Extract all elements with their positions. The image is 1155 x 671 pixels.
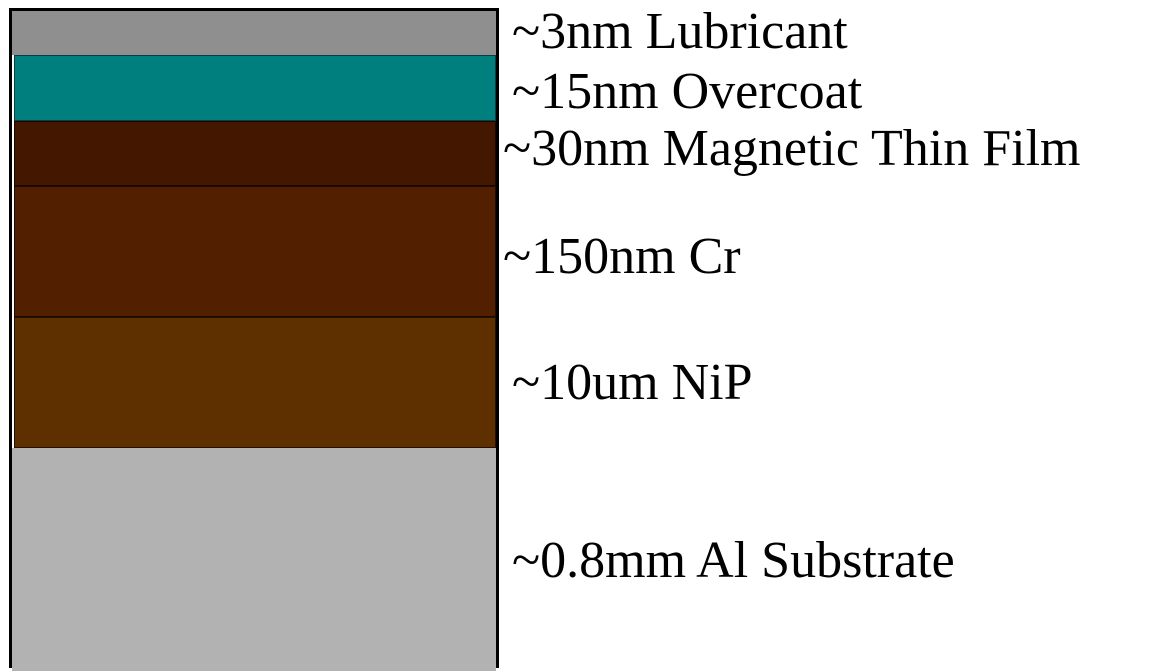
overcoat-label: ~15nm Overcoat: [512, 63, 863, 120]
lubricant-layer: [12, 11, 496, 55]
layer-stack: [9, 8, 499, 671]
magnetic-thin-film-layer: [14, 121, 496, 186]
nip-label: ~10um NiP: [512, 354, 753, 411]
al-substrate-label: ~0.8mm Al Substrate: [512, 532, 955, 589]
nip-layer: [14, 317, 496, 448]
cr-label: ~150nm Cr: [503, 228, 741, 285]
al-substrate-layer: [12, 448, 496, 671]
lubricant-label: ~3nm Lubricant: [512, 3, 848, 60]
cr-layer: [14, 186, 496, 317]
overcoat-layer: [14, 55, 496, 121]
magnetic-thin-film-label: ~30nm Magnetic Thin Film: [503, 120, 1081, 177]
